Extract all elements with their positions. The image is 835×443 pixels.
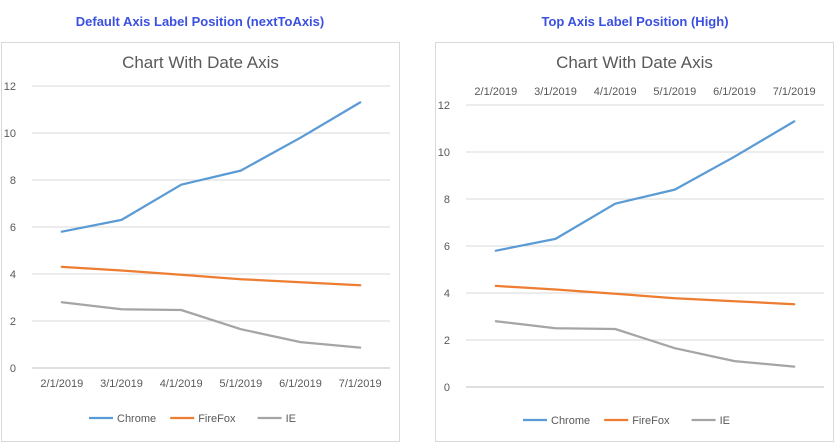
x-tick-label: 3/1/2019 [100, 378, 143, 390]
chart-svg-left: 0 2 4 6 8 10 12 2/1/2019 3/1/2019 4/1/2019 5/1/201… [4, 81, 390, 425]
y-tick-label: 0 [10, 363, 16, 375]
y-tick-label: 2 [444, 335, 450, 347]
x-tick-label: 7/1/2019 [339, 378, 382, 390]
y-tick-label: 12 [438, 100, 450, 112]
caption-right: Top Axis Label Position (High) [541, 14, 729, 29]
y-tick-label: 4 [444, 288, 450, 300]
x-tick-label: 5/1/2019 [653, 86, 696, 98]
x-tick-label: 3/1/2019 [534, 86, 577, 98]
series-line-chrome [494, 120, 796, 252]
legend-label: FireFox [632, 415, 670, 427]
chart-svg-right: 0 2 4 6 8 10 12 2/1/2019 3/1/2019 4/1/2019 5/1/201… [438, 86, 824, 427]
chart-title: Chart With Date Axis [556, 53, 713, 72]
series-line-firefox [60, 265, 362, 287]
x-tick-label: 7/1/2019 [773, 86, 816, 98]
caption-left: Default Axis Label Position (nextToAxis) [75, 14, 325, 29]
chart-panel-left[interactable]: Chart With Date Axis 0 2 4 6 8 10 12 2/1/2019 3/… [1, 42, 400, 442]
x-tick-label: 4/1/2019 [160, 378, 203, 390]
legend-label: FireFox [198, 413, 236, 425]
y-tick-label: 10 [4, 128, 16, 140]
chart-panel-right[interactable]: Chart With Date Axis 0 2 4 6 8 10 12 2/1/2019 3/… [435, 42, 834, 442]
y-tick-label: 6 [444, 241, 450, 253]
y-tick-label: 12 [4, 81, 16, 93]
y-tick-label: 6 [10, 222, 16, 234]
series-line-chrome [60, 101, 362, 233]
series-line-firefox [494, 284, 796, 306]
legend-label: IE [286, 413, 296, 425]
chart-title: Chart With Date Axis [122, 53, 279, 72]
x-tick-label: 2/1/2019 [474, 86, 517, 98]
x-tick-label: 4/1/2019 [594, 86, 637, 98]
series-line-ie [60, 301, 362, 349]
y-tick-label: 4 [10, 269, 16, 281]
legend-label: IE [720, 415, 730, 427]
y-tick-label: 10 [438, 147, 450, 159]
series-line-ie [494, 320, 796, 368]
x-tick-label: 5/1/2019 [219, 378, 262, 390]
y-tick-label: 0 [444, 382, 450, 394]
x-tick-label: 6/1/2019 [279, 378, 322, 390]
legend-label: Chrome [117, 413, 156, 425]
y-tick-label: 8 [444, 194, 450, 206]
x-tick-label: 2/1/2019 [40, 378, 83, 390]
legend-label: Chrome [551, 415, 590, 427]
x-tick-label: 6/1/2019 [713, 86, 756, 98]
y-tick-label: 8 [10, 175, 16, 187]
y-tick-label: 2 [10, 316, 16, 328]
